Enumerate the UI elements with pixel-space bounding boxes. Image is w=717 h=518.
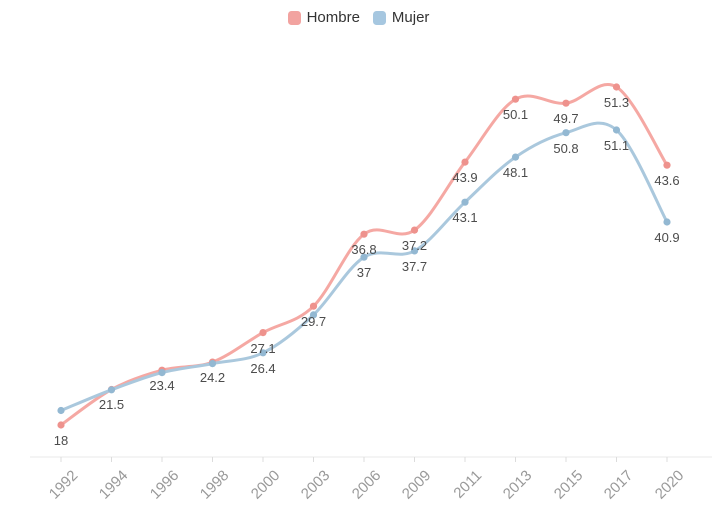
data-point-mujer-2017[interactable]	[612, 126, 621, 134]
data-point-hombre-2000[interactable]	[259, 329, 267, 337]
data-point-mujer-2013[interactable]	[511, 153, 520, 161]
point-label-mujer-2009: 37.7	[401, 258, 428, 274]
point-label-hombre-2009: 37.2	[401, 238, 428, 254]
data-point-hombre-1992[interactable]	[57, 421, 65, 429]
data-point-hombre-2006[interactable]	[360, 230, 368, 238]
data-point-hombre-2015[interactable]	[562, 99, 570, 107]
data-point-mujer-2015[interactable]	[562, 129, 570, 137]
point-label-hombre-2020: 43.6	[654, 173, 680, 189]
legend: Hombre Mujer	[0, 9, 717, 26]
point-label-mujer-2011: 43.1	[452, 210, 478, 226]
point-label-mujer-2020: 40.9	[654, 230, 680, 245]
data-point-hombre-2020[interactable]	[663, 161, 671, 169]
legend-swatch-mujer-icon	[372, 10, 386, 25]
data-point-hombre-2013[interactable]	[511, 95, 520, 103]
legend-label-hombre: Hombre	[306, 9, 360, 26]
point-label-hombre-2000: 27.1	[250, 340, 276, 356]
legend-item-mujer[interactable]: Mujer	[372, 9, 430, 26]
legend-swatch-hombre-icon	[287, 10, 301, 25]
data-point-hombre-2003[interactable]	[309, 302, 318, 310]
point-label-mujer-2013: 48.1	[502, 165, 529, 181]
point-label-hombre-1994: 21.5	[98, 397, 125, 413]
point-label-hombre-2006: 36.8	[351, 242, 377, 258]
data-point-hombre-2011[interactable]	[461, 158, 469, 166]
point-label-hombre-1996: 23.4	[149, 378, 175, 394]
data-point-hombre-2017[interactable]	[612, 83, 621, 91]
data-point-mujer-2020[interactable]	[663, 218, 671, 226]
point-label-mujer-2015: 50.8	[553, 140, 579, 156]
data-point-mujer-1994[interactable]	[107, 386, 116, 394]
point-label-mujer-2000: 26.4	[250, 360, 276, 376]
data-point-mujer-1992[interactable]	[57, 406, 65, 415]
data-point-mujer-1998[interactable]	[208, 360, 217, 368]
legend-item-hombre[interactable]: Hombre	[287, 9, 360, 26]
point-label-mujer-2017: 51.1	[603, 138, 630, 153]
point-label-hombre-2013: 50.1	[502, 107, 529, 123]
data-point-mujer-2006[interactable]	[360, 253, 368, 261]
point-label-hombre-2015: 49.7	[553, 111, 579, 127]
point-label-mujer-2006: 37	[356, 265, 372, 281]
point-label-hombre-1992: 18	[53, 433, 69, 448]
legend-label-mujer: Mujer	[391, 9, 430, 26]
point-label-hombre-2011: 43.9	[452, 170, 478, 186]
point-label-hombre-1998: 24.2	[199, 370, 226, 386]
point-label-hombre-2003: 29.7	[300, 314, 327, 330]
data-point-mujer-2000[interactable]	[259, 349, 267, 357]
data-point-mujer-2003[interactable]	[309, 311, 318, 319]
data-point-mujer-2011[interactable]	[461, 198, 469, 206]
data-point-mujer-1996[interactable]	[158, 369, 166, 377]
data-point-hombre-2009[interactable]	[410, 226, 419, 234]
data-point-mujer-2009[interactable]	[410, 247, 419, 255]
point-label-hombre-2017: 51.3	[603, 95, 630, 110]
